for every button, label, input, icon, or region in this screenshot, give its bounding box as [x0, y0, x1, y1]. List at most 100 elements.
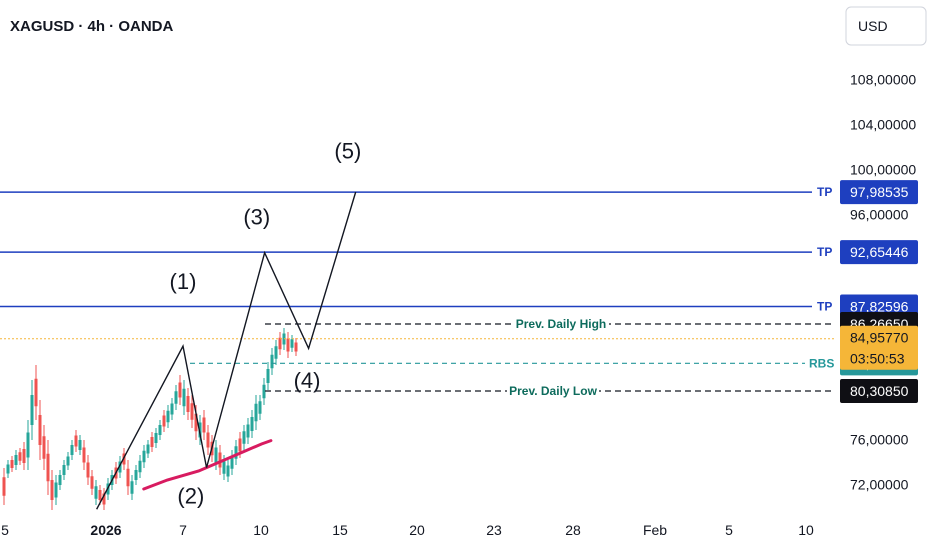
candle-body [62, 465, 66, 475]
candle-body [162, 415, 166, 427]
horizontal-lines[interactable]: TP TP TP Prev. Daily High RBS Prev. Daily Low [0, 185, 835, 399]
candle-body [250, 417, 254, 431]
price-tags: 97,9853592,6544687,8259686,2665082,77065… [840, 180, 918, 404]
time-axis-tick: 10 [798, 522, 814, 538]
candle-body [58, 475, 62, 485]
tp-line-label: TP [817, 245, 832, 259]
candle-body [50, 480, 54, 500]
candle-body [278, 337, 282, 350]
candle-body [22, 449, 26, 463]
time-axis-tick: 23 [486, 522, 502, 538]
price-axis-tick: 104,00000 [850, 117, 916, 133]
candle-body [154, 433, 158, 443]
time-axis-tick: Feb [643, 522, 667, 538]
elliott-wave-drawing[interactable]: (1) (2) (3) (4) (5) [96, 138, 362, 510]
time-axis-tick: 2026 [90, 522, 121, 538]
currency-button-label: USD [858, 18, 888, 34]
prev-daily-price-tag [840, 379, 918, 404]
rbs-line-label: RBS [809, 356, 834, 370]
time-axis-tick: 5 [725, 522, 733, 538]
wave-label: (4) [294, 368, 321, 393]
moving-average-line [142, 439, 273, 491]
candle-body [222, 461, 226, 474]
tp-price-tag [840, 240, 918, 265]
candle-body [258, 401, 262, 414]
candle-body [102, 493, 106, 505]
candle-body [186, 396, 190, 412]
tp-price-tag-text: 87,82596 [850, 298, 909, 314]
current-price-text: 84,95770 [850, 330, 909, 346]
candle-body [238, 438, 242, 452]
candle-body [158, 425, 162, 435]
candle-body [270, 354, 274, 369]
candle-body [234, 446, 238, 459]
candle-body [146, 444, 150, 454]
candle-body [134, 470, 138, 480]
candle-body [118, 461, 122, 473]
candle-body [18, 452, 22, 461]
currency-button[interactable]: USD [845, 6, 927, 46]
candle-body [38, 415, 42, 445]
candle-body [10, 460, 14, 468]
candle-body [274, 346, 278, 359]
moving-average [142, 439, 273, 491]
price-axis-tick: 72,00000 [850, 477, 909, 493]
candle-body [170, 403, 174, 415]
current-price-tag [840, 325, 918, 370]
candle-body [130, 481, 134, 494]
candle-body [246, 424, 250, 438]
tp-line-label: TP [817, 299, 832, 313]
time-axis-tick: 20 [409, 522, 425, 538]
candle-body [86, 462, 90, 478]
candle-body [42, 436, 46, 459]
candle-body [142, 450, 146, 463]
wave-path[interactable] [96, 191, 357, 510]
candle-body [182, 388, 186, 407]
candle-body [30, 395, 34, 425]
candle-body [206, 432, 210, 448]
candle-body [138, 460, 142, 473]
candlesticks [2, 328, 298, 510]
price-axis-labels: 108,00000 104,00000 100,00000 96,00000 76,00… [850, 72, 916, 493]
candle-body [214, 447, 218, 463]
candle-body [178, 382, 182, 398]
wave-label: (3) [243, 205, 270, 230]
price-axis-tick: 108,00000 [850, 72, 916, 88]
symbol-title: XAGUSD · 4h · OANDA [10, 18, 174, 35]
candle-body [286, 338, 290, 352]
candle-body [194, 413, 198, 432]
tp-price-tag-text: 92,65446 [850, 244, 909, 260]
candle-body [166, 410, 170, 423]
price-axis-tick: 96,00000 [850, 207, 909, 223]
candle-body [254, 403, 258, 422]
time-axis[interactable]: 5 2026 7 10 15 20 23 28 Feb 5 10 [1, 522, 814, 538]
prev-daily-price-tag-text: 80,30850 [850, 383, 909, 399]
line-label-bg [507, 383, 599, 399]
candle-body [126, 468, 130, 487]
candle-body [94, 486, 98, 499]
countdown-text: 03:50:53 [850, 351, 905, 367]
candle-body [74, 435, 78, 447]
tp-line-label: TP [817, 185, 832, 199]
candle-body [294, 342, 298, 352]
time-axis-tick: 10 [253, 522, 269, 538]
prev-daily-high-label: Prev. Daily High [516, 317, 606, 331]
candle-body [6, 464, 10, 474]
price-axis[interactable] [835, 0, 932, 550]
tp-price-tag-text: 97,98535 [850, 184, 909, 200]
candle-body [202, 417, 206, 433]
candle-body [266, 369, 270, 383]
time-axis-tick: 7 [179, 522, 187, 538]
time-axis-tick: 5 [1, 522, 9, 538]
candle-body [262, 384, 266, 399]
time-axis-tick: 28 [565, 522, 581, 538]
candle-body [46, 453, 50, 482]
candle-body [90, 476, 94, 489]
candle-body [230, 456, 234, 469]
candle-body [70, 445, 74, 455]
candle-body [242, 431, 246, 444]
candle-body [54, 482, 58, 498]
candle-body [66, 456, 70, 466]
